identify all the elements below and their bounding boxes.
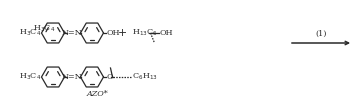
Text: (1): (1) — [315, 30, 327, 38]
Text: O: O — [106, 73, 113, 81]
Text: H$_{13}$C$_6$: H$_{13}$C$_6$ — [131, 28, 157, 38]
Text: AZO*: AZO* — [86, 90, 108, 98]
Text: N=N: N=N — [62, 29, 83, 37]
Text: $_3$C$_4$: $_3$C$_4$ — [41, 24, 56, 34]
Text: +: + — [118, 28, 127, 38]
Text: H$_3$C$_4$: H$_3$C$_4$ — [19, 72, 41, 82]
Text: N=N: N=N — [62, 73, 83, 81]
Text: H$_3$C$_4$: H$_3$C$_4$ — [19, 28, 41, 38]
Text: OH: OH — [106, 29, 120, 37]
Text: H: H — [33, 25, 41, 32]
Text: C$_6$H$_{13}$: C$_6$H$_{13}$ — [131, 72, 157, 82]
Text: OH: OH — [159, 29, 173, 37]
